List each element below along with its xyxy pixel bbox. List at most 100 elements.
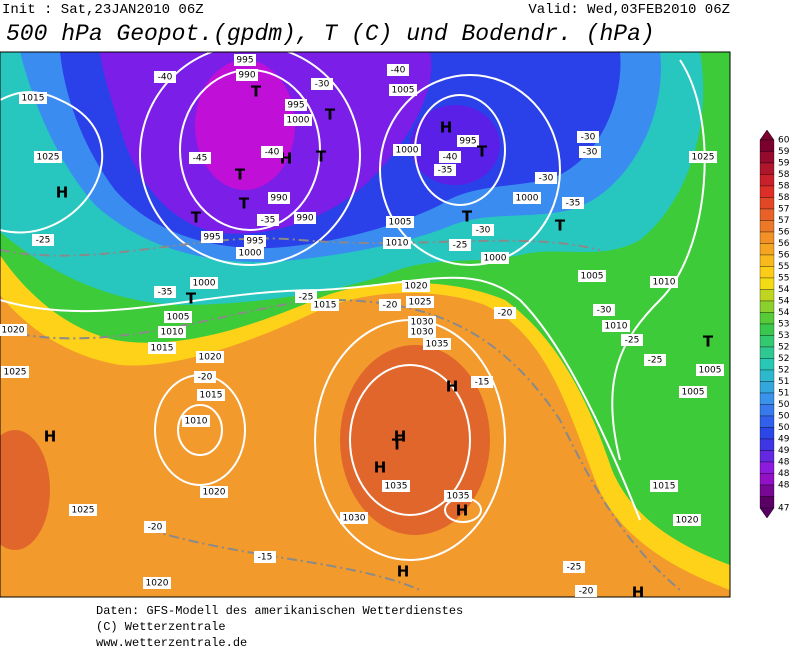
label-box	[268, 192, 290, 204]
contour-label: -20	[198, 373, 213, 383]
pressure-centre: H	[632, 584, 645, 602]
contour-label: 1000	[516, 194, 539, 204]
colorbar-label: 524	[778, 354, 790, 364]
colorbar-cell	[759, 404, 775, 417]
contour-label: 1025	[72, 506, 95, 516]
pressure-centre: H	[374, 459, 387, 477]
contour-label: 1000	[484, 254, 507, 264]
contour-label: 1030	[343, 514, 366, 524]
colorbar-cell	[759, 323, 775, 336]
contour-label: -30	[583, 148, 598, 158]
colorbar-label: 552	[778, 274, 790, 284]
colorbar-cell	[759, 335, 775, 348]
colorbar-label: 596	[778, 147, 790, 157]
label-box	[1, 366, 29, 378]
label-box	[449, 239, 471, 251]
pressure-centre: T	[462, 208, 473, 226]
contour-label: 1005	[581, 272, 604, 282]
map-field	[0, 52, 730, 597]
label-box	[579, 146, 601, 158]
contour-label: -35	[158, 288, 173, 298]
contour-label: -25	[36, 236, 51, 246]
label-box	[144, 521, 166, 533]
colorbar-cell	[759, 266, 775, 279]
contour-label: 1020	[146, 579, 169, 589]
colorbar-cell	[759, 174, 775, 187]
contour-label: -15	[258, 553, 273, 563]
colorbar-label: 528	[778, 343, 790, 353]
contour-label: -40	[158, 73, 173, 83]
contour-label: -40	[265, 148, 280, 158]
colorbar-label: 592	[778, 159, 790, 169]
field-dark-orange	[0, 430, 50, 550]
contour-label: -30	[581, 133, 596, 143]
colorbar-label: 556	[778, 262, 790, 272]
colorbar-cell	[759, 312, 775, 325]
label-box	[650, 480, 678, 492]
colorbar-cell	[759, 300, 775, 313]
contour-label: -15	[475, 378, 490, 388]
label-box	[254, 551, 276, 563]
colorbar-cell	[759, 185, 775, 198]
label-box	[563, 561, 585, 573]
pressure-centre: T	[703, 333, 714, 351]
label-box	[439, 151, 461, 163]
label-box	[471, 376, 493, 388]
contour-label: -30	[539, 174, 554, 184]
label-box	[236, 247, 264, 259]
label-box	[535, 172, 557, 184]
colorbar-label: 536	[778, 320, 790, 330]
label-box	[593, 304, 615, 316]
colorbar-cell	[759, 197, 775, 210]
contour-label: -35	[261, 216, 276, 226]
field-dark-orange	[340, 345, 490, 535]
contour-label: 990	[238, 71, 255, 81]
label-box	[154, 71, 176, 83]
colorbar-label: 548	[778, 285, 790, 295]
label-box	[402, 280, 430, 292]
colorbar: 6005965925885845805765725685645605565525…	[759, 129, 790, 519]
label-box	[644, 354, 666, 366]
colorbar-label: 508	[778, 400, 790, 410]
contour-label: 1000	[193, 279, 216, 289]
label-box	[0, 324, 27, 336]
contour-label: 990	[270, 194, 287, 204]
colorbar-cell	[759, 415, 775, 428]
label-box	[679, 386, 707, 398]
contour-label: 1030	[411, 318, 434, 328]
contour-label: 1005	[682, 388, 705, 398]
label-box	[406, 296, 434, 308]
contour-label: -20	[383, 301, 398, 311]
colorbar-label: 496	[778, 435, 790, 445]
contour-label: 1035	[426, 340, 449, 350]
contour-label: 1005	[389, 218, 412, 228]
label-box	[386, 216, 414, 228]
contour-label: 1005	[392, 86, 415, 96]
label-box	[444, 490, 472, 502]
contour-label: 1035	[447, 492, 470, 502]
footer-line: www.wetterzentrale.de	[96, 636, 247, 648]
label-box	[190, 277, 218, 289]
colorbar-cell	[759, 151, 775, 164]
label-box	[143, 577, 171, 589]
label-box	[602, 320, 630, 332]
colorbar-cell	[759, 254, 775, 267]
colorbar-cell	[759, 369, 775, 382]
contour-label: 1010	[653, 278, 676, 288]
colorbar-label: 588	[778, 170, 790, 180]
contour-label: -30	[597, 306, 612, 316]
colorbar-label: 512	[778, 389, 790, 399]
contour-label: 1015	[22, 94, 45, 104]
colorbar-label: 492	[778, 446, 790, 456]
contour-label: 1020	[2, 326, 25, 336]
label-box	[481, 252, 509, 264]
colorbar-cell	[759, 484, 775, 497]
pressure-centre: T	[392, 436, 403, 454]
contour-label: -25	[299, 293, 314, 303]
pressure-centre: T	[555, 217, 566, 235]
colorbar-label: 584	[778, 182, 790, 192]
label-box	[69, 504, 97, 516]
colorbar-tip	[759, 129, 775, 141]
contour-label: 1005	[699, 366, 722, 376]
label-box	[387, 64, 409, 76]
